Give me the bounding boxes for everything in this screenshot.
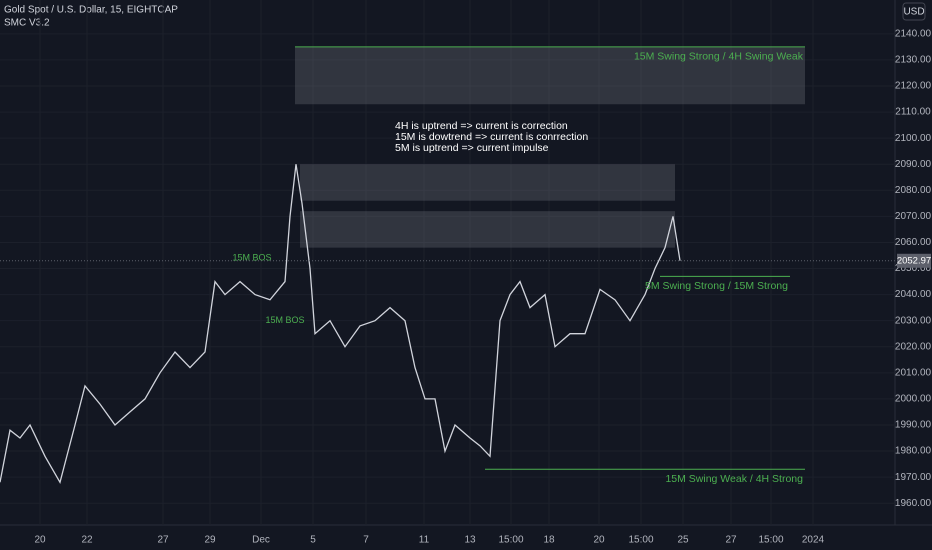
y-tick-label: 2120.00 <box>895 81 932 92</box>
last-price-label: 2052.97 <box>897 255 931 266</box>
y-tick-label: 2060.00 <box>895 237 932 248</box>
y-tick-label: 1960.00 <box>895 498 932 509</box>
x-tick-label: 7 <box>363 535 369 546</box>
y-tick-label: 2080.00 <box>895 185 932 196</box>
x-tick-label: 5 <box>310 535 316 546</box>
x-tick-label: 15:00 <box>758 535 783 546</box>
y-tick-label: 2030.00 <box>895 315 932 326</box>
currency-label: USD <box>903 7 924 18</box>
last-price-badge <box>897 253 931 268</box>
y-tick-label: 1970.00 <box>895 472 932 483</box>
y-tick-label: 2020.00 <box>895 341 932 352</box>
note: 4H is uptrend => current is correction <box>395 120 568 132</box>
y-tick-label: 2110.00 <box>895 107 931 118</box>
y-tick-label: 2100.00 <box>895 133 932 144</box>
annotation: 15M BOS <box>232 252 271 262</box>
y-tick-label: 2000.00 <box>895 394 932 405</box>
level-label: 15M Swing Weak / 4H Strong <box>665 473 803 485</box>
zone <box>300 164 675 201</box>
y-tick-label: 2070.00 <box>895 211 932 222</box>
y-tick-label: 2090.00 <box>895 159 932 170</box>
price-line <box>0 164 681 484</box>
y-tick-label: 2140.00 <box>895 28 932 39</box>
zone <box>300 211 675 248</box>
level-label: 15M Swing Strong / 4H Swing Weak <box>634 51 804 63</box>
chart-subtitle: SMC V3.2 <box>4 18 50 29</box>
x-tick-label: Dec <box>252 535 270 546</box>
x-tick-label: 20 <box>593 535 605 546</box>
x-tick-label: 2024 <box>802 535 825 546</box>
x-tick-label: 27 <box>725 535 737 546</box>
y-tick-label: 1990.00 <box>895 420 932 431</box>
y-tick-label: 1980.00 <box>895 446 932 457</box>
x-tick-label: 29 <box>204 535 216 546</box>
x-tick-label: 27 <box>157 535 169 546</box>
x-tick-label: 11 <box>419 535 430 546</box>
x-tick-label: 18 <box>543 535 555 546</box>
y-tick-label: 2040.00 <box>895 289 932 300</box>
level-label: 5M Swing Strong / 15M Strong <box>645 280 788 292</box>
currency-button[interactable] <box>902 2 926 21</box>
x-tick-label: 13 <box>464 535 476 546</box>
y-tick-label: 2130.00 <box>895 55 932 66</box>
note: 5M is uptrend => current impulse <box>395 142 549 154</box>
y-tick-label: 2050.00 <box>895 263 932 274</box>
x-tick-label: 15:00 <box>498 535 523 546</box>
zone <box>295 46 805 105</box>
y-tick-label: 2010.00 <box>895 367 932 378</box>
x-tick-label: 25 <box>677 535 689 546</box>
x-tick-label: 22 <box>81 535 93 546</box>
note: 15M is dowtrend => current is conrrectio… <box>395 131 588 143</box>
x-tick-label: 20 <box>34 535 46 546</box>
chart-title: Gold Spot / U.S. Dollar, 15, EIGHTCAP <box>4 5 178 16</box>
annotation: 15M BOS <box>265 315 304 325</box>
x-tick-label: 15:00 <box>628 535 653 546</box>
